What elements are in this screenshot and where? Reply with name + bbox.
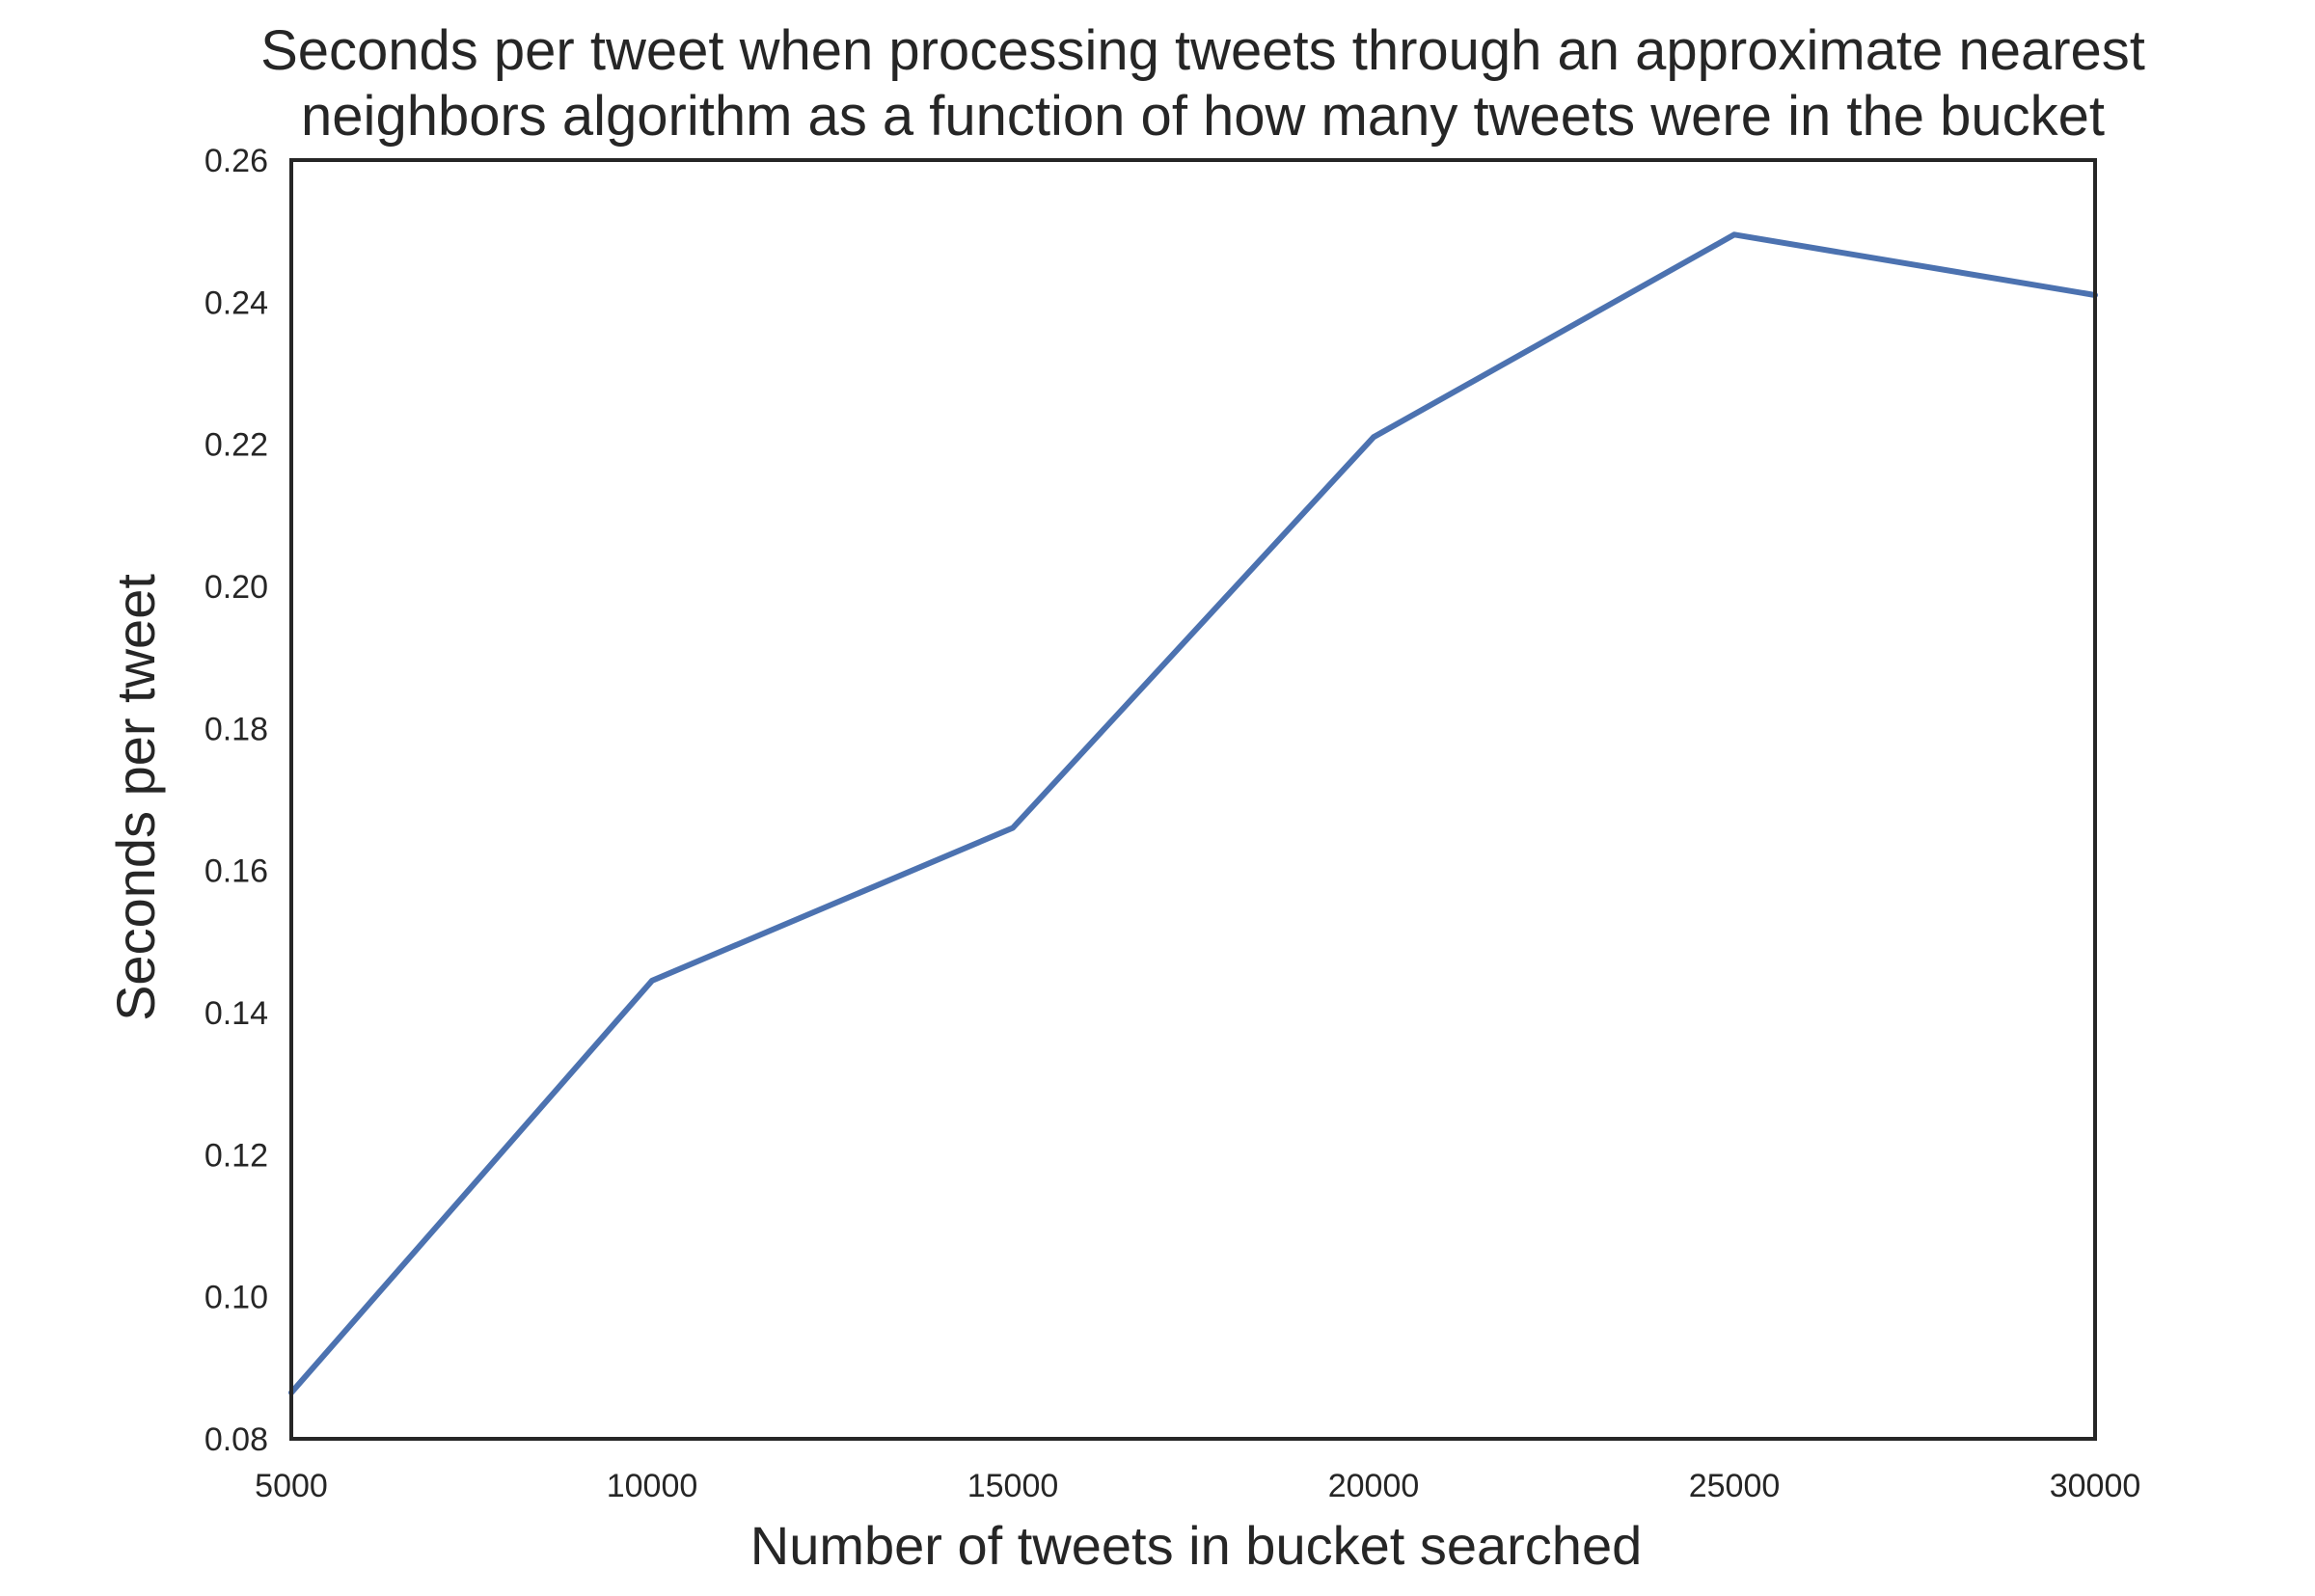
chart-title-line-2: neighbors algorithm as a function of how… xyxy=(301,85,2105,148)
y-axis-label: Seconds per tweet xyxy=(105,574,166,1021)
data-point xyxy=(1371,434,1376,440)
y-tick-label: 0.10 xyxy=(204,1280,268,1316)
chart-title: Seconds per tweet when processing tweets… xyxy=(260,19,2145,148)
x-tick-label: 5000 xyxy=(255,1468,328,1504)
y-tick-label: 0.20 xyxy=(204,569,268,606)
y-tick-label: 0.16 xyxy=(204,853,268,890)
data-point xyxy=(1010,825,1016,830)
y-tick-label: 0.24 xyxy=(204,284,268,321)
series-line xyxy=(288,231,2098,1396)
x-tick-label: 30000 xyxy=(2050,1468,2141,1504)
y-tick-label: 0.14 xyxy=(204,995,268,1032)
data-point xyxy=(649,978,655,984)
y-tick-label: 0.18 xyxy=(204,711,268,747)
x-tick-label: 10000 xyxy=(607,1468,698,1504)
x-axis-label: Number of tweets in bucket searched xyxy=(750,1515,1642,1576)
x-tick-label: 15000 xyxy=(967,1468,1059,1504)
data-point xyxy=(1731,231,1737,237)
y-tick-label: 0.26 xyxy=(204,143,268,179)
x-tick-label: 25000 xyxy=(1689,1468,1781,1504)
x-tick-labels: 5000 10000 15000 20000 25000 30000 xyxy=(255,1468,2140,1504)
plot-area xyxy=(288,231,2098,1396)
y-tick-label: 0.22 xyxy=(204,427,268,464)
x-tick-label: 20000 xyxy=(1328,1468,1420,1504)
y-tick-label: 0.08 xyxy=(204,1421,268,1458)
chart-title-line-1: Seconds per tweet when processing tweets… xyxy=(260,19,2145,82)
y-tick-labels: 0.08 0.10 0.12 0.14 0.16 0.18 0.20 0.22 0.24 0.26 xyxy=(204,143,268,1458)
y-tick-label: 0.12 xyxy=(204,1137,268,1174)
plot-frame xyxy=(289,158,2097,1441)
